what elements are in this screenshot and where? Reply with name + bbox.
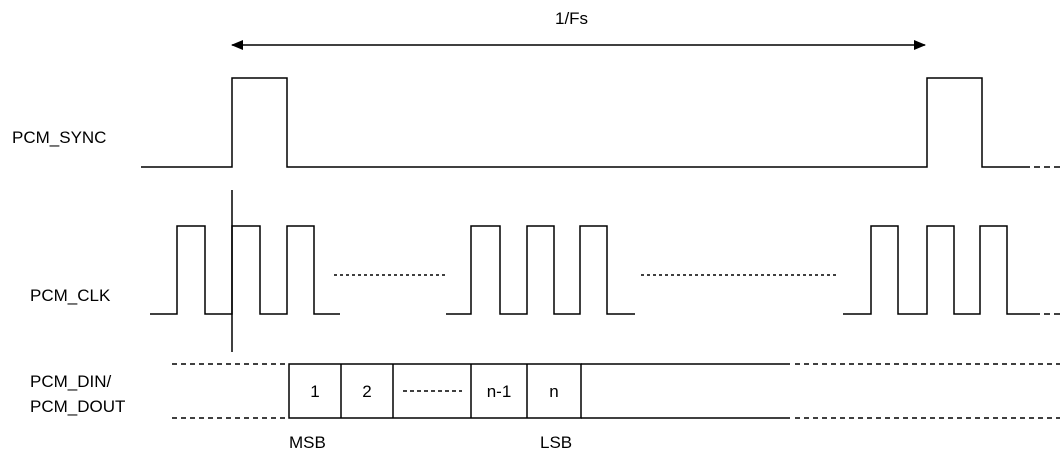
bit-2-label: 2 [362,382,372,401]
period-label: 1/Fs [555,9,589,28]
data-frame [288,363,582,419]
msb-label: MSB [289,433,326,452]
bit-n-minus-1-label: n-1 [486,382,512,401]
pcm-sync-label: PCM_SYNC [12,128,107,147]
clk-waveform-group-2 [446,225,635,315]
clk-waveform-group-1 [150,225,340,315]
lsb-label: LSB [540,433,573,452]
clk-waveform-group-3 [843,225,1034,315]
bit-n-label: n [549,382,559,401]
pcm-dout-label: PCM_DOUT [30,397,126,416]
sync-waveform [141,77,1030,168]
bit-1-label: 1 [310,382,320,401]
pcm-clk-label: PCM_CLK [30,286,111,305]
pcm-din-label: PCM_DIN/ [30,372,112,391]
